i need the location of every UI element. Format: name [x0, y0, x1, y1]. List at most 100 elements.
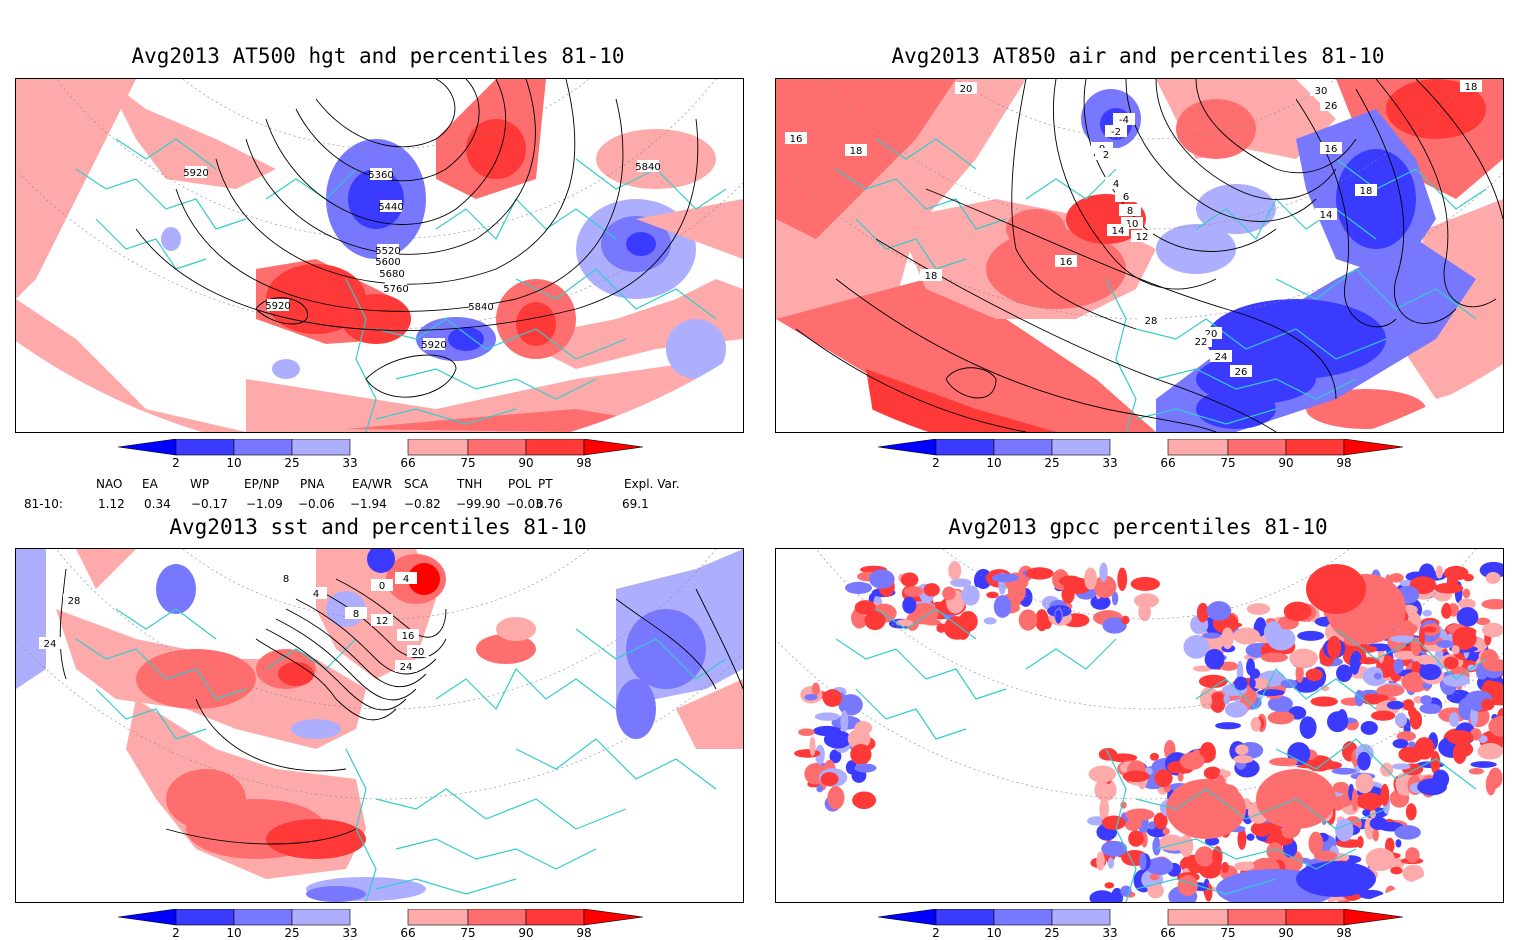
map-gpcc	[775, 548, 1504, 903]
contour-line	[175, 98, 624, 312]
coastline-segment	[515, 268, 717, 320]
contour-label-bg	[1055, 255, 1077, 267]
percentile-shading	[476, 634, 536, 664]
percentile-shading	[272, 359, 300, 379]
contour-label-bg	[345, 607, 367, 619]
coastline-segment	[265, 168, 357, 200]
contour-line	[315, 79, 456, 148]
contour-line	[315, 588, 447, 659]
colorbar-tick-label: 98	[1336, 456, 1352, 470]
coastline-segment	[1135, 878, 1277, 895]
precip-cell	[804, 693, 818, 701]
precip-cell	[1267, 710, 1295, 725]
contour-label-bg	[377, 255, 399, 267]
colorbar-segment	[175, 438, 235, 456]
contour-label: 0	[379, 581, 385, 592]
precip-cell	[852, 791, 877, 809]
coastline-segment	[875, 608, 977, 640]
contour-label: 18	[1465, 82, 1478, 93]
percentile-shading	[496, 617, 536, 641]
colorbar-gpcc: 2 10 25 33 66 75 90 98	[877, 908, 1404, 940]
colorbar-scale	[877, 438, 1404, 456]
precip-cell	[1159, 834, 1185, 850]
percentile-shading	[448, 327, 484, 351]
precip-cell	[1204, 648, 1225, 670]
colorbar-segment	[993, 908, 1053, 926]
percentile-shading	[291, 719, 341, 739]
precip-cell	[1335, 839, 1364, 848]
precip-cell	[1237, 828, 1247, 850]
coastline-segment	[435, 667, 617, 711]
precip-cell	[1090, 594, 1111, 610]
coastline-segment	[265, 638, 357, 670]
percentile-shading	[466, 119, 526, 179]
index-row-label: 81-10:	[24, 497, 63, 511]
contour-label-bg	[637, 160, 659, 172]
contour-label: 20	[960, 84, 973, 95]
precip-cell	[1125, 808, 1155, 821]
precip-cell	[1470, 761, 1497, 768]
precip-cell	[816, 784, 824, 793]
contour-label: 5920	[421, 340, 446, 351]
precip-cell	[1402, 864, 1425, 882]
colorbar-segment	[1227, 908, 1287, 926]
percentile-shading	[776, 79, 956, 239]
precip-cell	[1152, 837, 1161, 856]
precip-cell	[1234, 676, 1248, 691]
percentile-shading	[278, 662, 314, 686]
percentile-shading	[1156, 224, 1236, 274]
colorbar-segment	[291, 908, 351, 926]
contour-label-bg	[1315, 208, 1337, 220]
colorbar-segment	[1051, 438, 1111, 456]
colorbar-tick-label: 90	[1278, 926, 1294, 940]
contour-label-bg	[1140, 314, 1162, 326]
graticule	[776, 549, 1503, 800]
precip-cell	[1096, 851, 1105, 871]
contour-label: 16	[1325, 144, 1338, 155]
contour-label-bg	[785, 132, 807, 144]
precip-cell	[1408, 741, 1416, 748]
contour-label: 26	[1235, 367, 1248, 378]
precip-cell	[1308, 831, 1324, 855]
index-value: −0.06	[298, 497, 335, 511]
precip-cell	[1335, 818, 1354, 842]
coastline-segment	[395, 368, 597, 400]
map-air: 201618-4-2024681012141618202224262830261…	[775, 78, 1504, 433]
colorbar-segment	[1285, 908, 1345, 926]
colorbar-segment	[291, 438, 351, 456]
precip-cell	[1194, 846, 1215, 867]
contour-label-bg	[1131, 230, 1153, 242]
panel-title-sst: Avg2013 sst and percentiles 81-10	[169, 515, 587, 539]
coastline-segment	[1105, 278, 1137, 432]
contour-label-bg	[1230, 365, 1252, 377]
index-value: −1.94	[350, 497, 387, 511]
precip-cell	[1485, 773, 1497, 796]
percentile-shading	[776, 279, 1156, 432]
precip-cell	[854, 600, 876, 615]
contour-label: 5600	[375, 257, 400, 268]
panel-title-hgt: Avg2013 AT500 hgt and percentiles 81-10	[131, 44, 625, 68]
contour-line	[1195, 79, 1357, 174]
precip-cell	[1327, 711, 1349, 733]
precip-cell	[1394, 825, 1421, 840]
map-air-canvas: 201618-4-2024681012141618202224262830261…	[776, 79, 1503, 432]
contour-label: 28	[1145, 316, 1158, 327]
contour-line	[265, 628, 407, 711]
contour-line	[365, 354, 457, 398]
percentile-shading	[616, 679, 656, 739]
contour-line	[945, 367, 997, 399]
precip-cell	[1249, 678, 1256, 689]
colorbar-tick-label: 75	[460, 456, 476, 470]
map-hgt: 5920 5360 5440 5520 5600 5680 5760 5840 5920 5920…	[15, 78, 744, 433]
precip-cell	[1107, 857, 1115, 869]
coastline-segment	[875, 138, 977, 170]
contour-label-bg	[1320, 142, 1342, 154]
precip-cell	[1394, 712, 1408, 728]
precip-cell	[1390, 866, 1403, 875]
precip-cell	[1111, 591, 1119, 606]
percentile-shading	[367, 549, 395, 573]
precip-cell	[1359, 693, 1389, 702]
contour-label: 5440	[378, 202, 403, 213]
colorbar-scale	[117, 438, 644, 456]
colorbar-segment	[1167, 908, 1229, 926]
